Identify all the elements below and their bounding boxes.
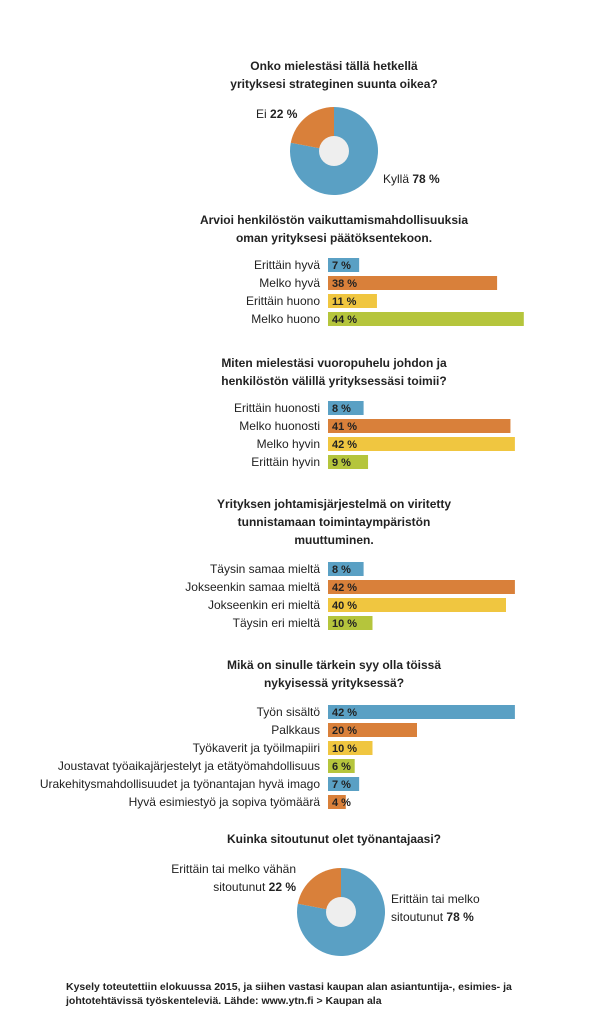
source-footnote: Kysely toteutettiin elokuussa 2015, ja s…: [66, 981, 512, 1007]
chart-1: Onko mielestäsi tällä hetkellä yrityksesi…: [230, 59, 438, 195]
category-label: Erittäin huonosti: [234, 401, 320, 415]
bar: [328, 562, 364, 576]
category-label: Melko hyvin: [257, 437, 320, 451]
value-label: 4 %: [332, 797, 351, 809]
category-label: Täysin samaa mieltä: [210, 562, 320, 576]
bar: [328, 616, 373, 630]
chart-2: Arvioi henkilöstön vaikuttamismahdollisu…: [200, 213, 524, 326]
bar: [328, 723, 417, 737]
category-label: Erittäin huono: [246, 294, 320, 308]
category-label: Joustavat työaikajärjestelyt ja etätyöma…: [58, 759, 320, 773]
category-label: Erittäin hyvä: [254, 258, 320, 272]
bar: [328, 276, 498, 290]
value-label: 41 %: [332, 421, 357, 433]
category-label: Jokseenkin samaa mieltä: [185, 580, 320, 594]
pie-slice: [290, 107, 334, 151]
value-label: 7 %: [332, 779, 351, 791]
value-label: 42 %: [332, 582, 357, 594]
category-label: Urakehitysmahdollisuudet ja työnantajan …: [40, 777, 320, 791]
category-label: Palkkaus: [271, 723, 320, 737]
value-label: 10 %: [332, 618, 357, 630]
category-label: Jokseenkin eri mieltä: [208, 598, 320, 612]
value-label: 40 %: [332, 600, 357, 612]
value-label: 42 %: [332, 707, 357, 719]
bar: [328, 401, 364, 415]
value-label: 44 %: [332, 314, 357, 326]
value-label: 42 %: [332, 439, 357, 451]
chart-4-title-line: Yrityksen johtamisjärjestelmä on viritet…: [217, 497, 451, 511]
chart-4: Yrityksen johtamisjärjestelmä on viritet…: [185, 497, 515, 630]
value-label: 10 %: [332, 743, 357, 755]
category-label: Työkaverit ja työilmapiiri: [193, 741, 320, 755]
chart-2-title-line: oman yrityksesi päätöksentekoon.: [236, 231, 432, 245]
value-label: 9 %: [332, 457, 351, 469]
chart-1-title-line: yrityksesi strateginen suunta oikea?: [230, 77, 437, 91]
chart-1-title-line: Onko mielestäsi tällä hetkellä: [250, 59, 418, 73]
category-label: Melko huonosti: [239, 419, 320, 433]
bar: [328, 312, 524, 326]
value-label: 20 %: [332, 725, 357, 737]
value-label: 8 %: [332, 564, 351, 576]
chart-4-title-line: tunnistamaan toimintaympäristön: [238, 515, 431, 529]
category-label: Melko hyvä: [259, 276, 320, 290]
pie-hole: [326, 897, 356, 927]
category-label: Melko huono: [251, 312, 320, 326]
chart-4-title-line: muuttuminen.: [294, 533, 373, 547]
chart-3-title-line: Miten mielestäsi vuoropuhelu johdon ja: [221, 356, 447, 370]
bar: [328, 777, 360, 791]
chart-2-title-line: Arvioi henkilöstön vaikuttamismahdollisu…: [200, 213, 468, 227]
bar: [328, 455, 369, 469]
category-label: Työn sisältö: [257, 705, 321, 719]
pie-hole: [319, 136, 349, 166]
bar: [328, 258, 360, 272]
chart-6-title-line: Kuinka sitoutunut olet työnantajaasi?: [227, 832, 441, 846]
pie-slice: [297, 868, 341, 912]
value-label: 11 %: [332, 296, 357, 308]
chart-3: Miten mielestäsi vuoropuhelu johdon ja he…: [221, 356, 515, 469]
bar: [328, 598, 506, 612]
bar: [328, 580, 515, 594]
value-label: 6 %: [332, 761, 351, 773]
chart-3-title-line: henkilöstön välillä yrityksessäsi toimii…: [221, 374, 446, 388]
chart-5-title-line: Mikä on sinulle tärkein syy olla töissä: [227, 658, 441, 672]
bar: [328, 759, 355, 773]
chart-5-title-line: nykyisessä yrityksessä?: [264, 676, 404, 690]
chart-6: Kuinka sitoutunut olet työnantajaasi?: [227, 832, 441, 956]
category-label: Hyvä esimiestyö ja sopiva työmäärä: [129, 795, 321, 809]
bar: [328, 741, 373, 755]
infographic-canvas: Onko mielestäsi tällä hetkellä yrityksesi…: [40, 59, 524, 956]
bar: [328, 705, 515, 719]
bar: [328, 437, 515, 451]
value-label: 7 %: [332, 260, 351, 272]
value-label: 8 %: [332, 403, 351, 415]
value-label: 38 %: [332, 278, 357, 290]
chart-5: Mikä on sinulle tärkein syy olla töissä n…: [40, 658, 515, 809]
bar: [328, 795, 346, 809]
bar: [328, 294, 377, 308]
category-label: Erittäin hyvin: [251, 455, 320, 469]
category-label: Täysin eri mieltä: [233, 616, 321, 630]
bar: [328, 419, 511, 433]
